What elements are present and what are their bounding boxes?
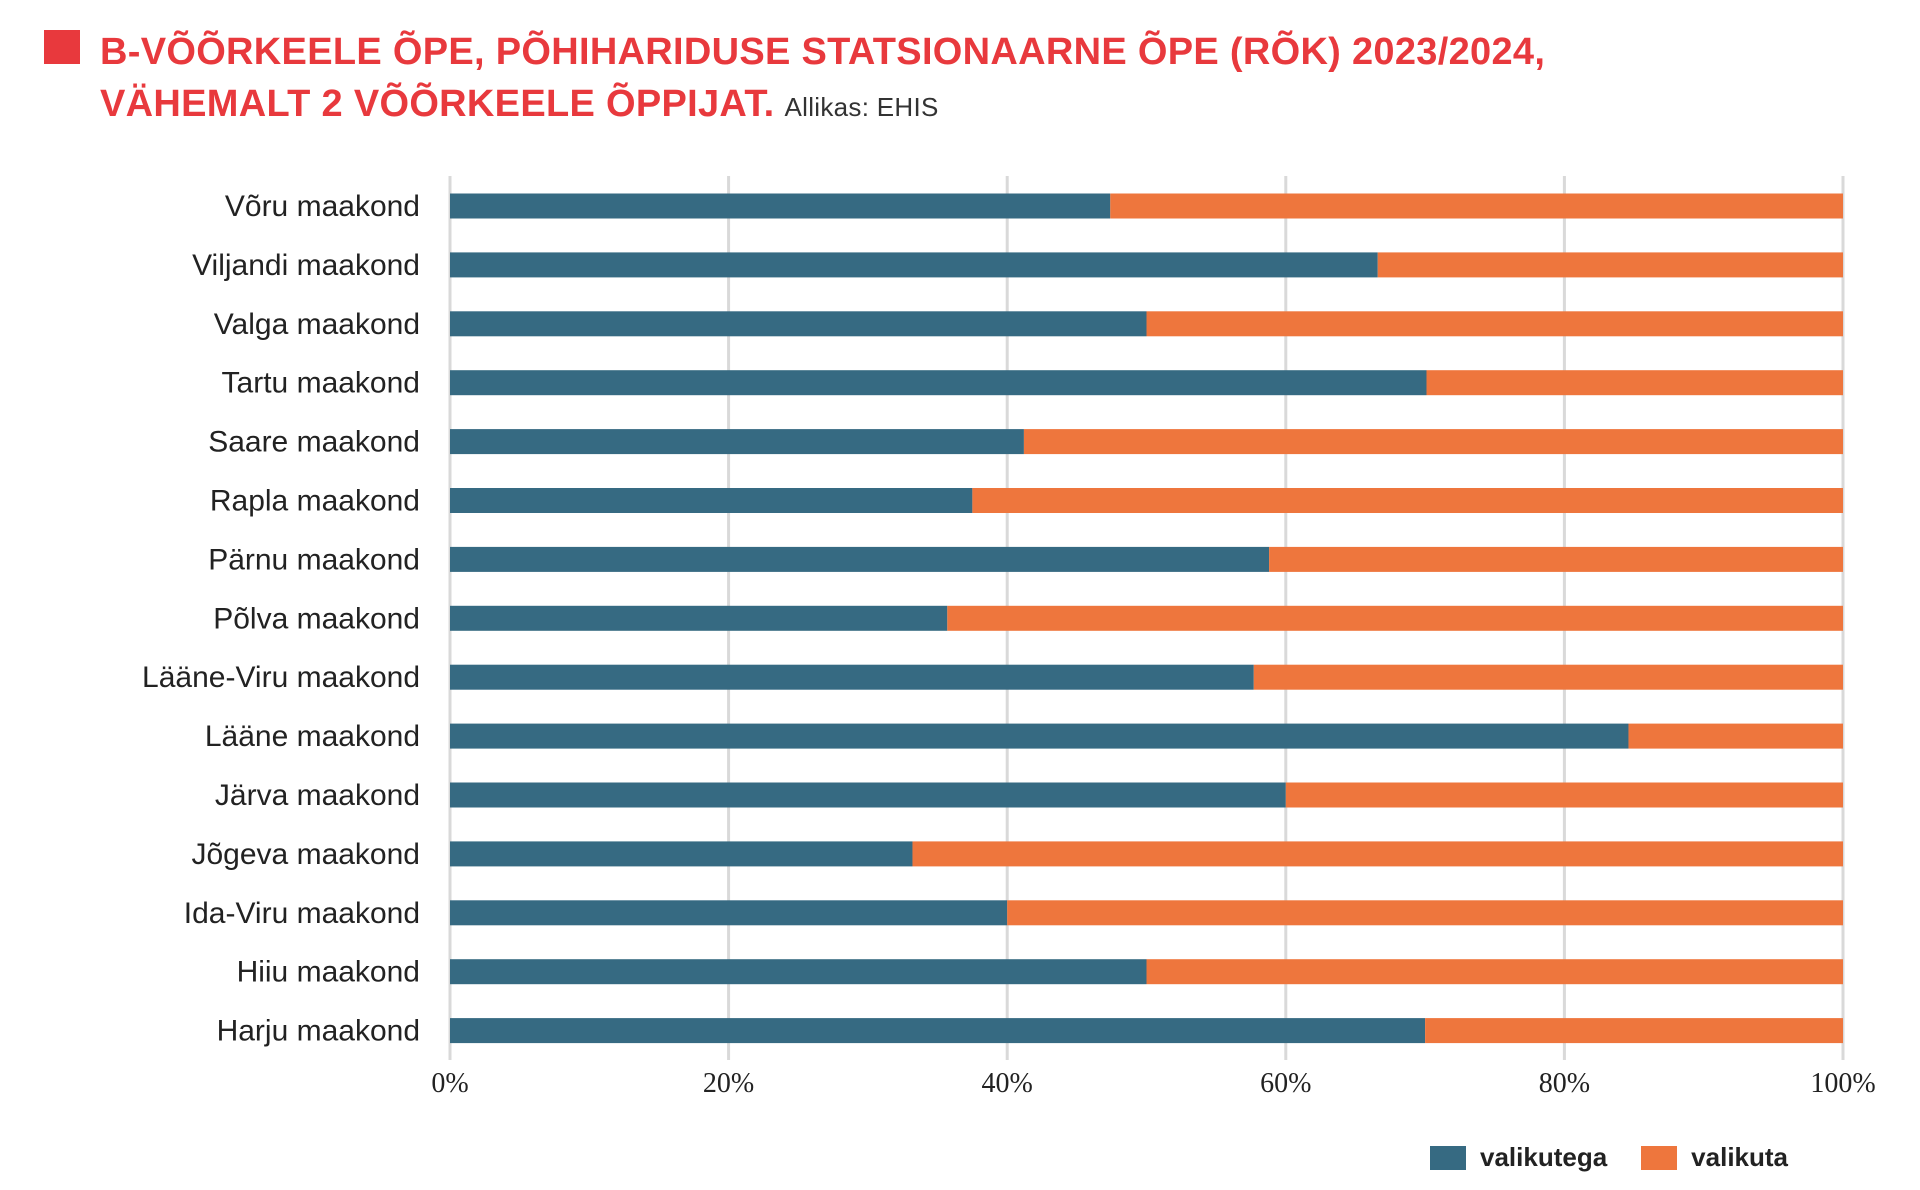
category-label: Pärnu maakond: [208, 543, 420, 576]
x-tick-label: 60%: [1260, 1068, 1311, 1099]
bar-valikutega: [450, 782, 1286, 808]
bar-valikuta: [1110, 193, 1843, 219]
bar-valikutega: [450, 1018, 1426, 1044]
bar-valikutega: [450, 252, 1378, 278]
bar-valikutega: [450, 546, 1270, 572]
legend-swatch: [1430, 1145, 1466, 1170]
title-line-2: VÄHEMALT 2 VÕÕRKEELE ÕPPIJAT.: [100, 83, 775, 125]
bar-valikuta: [972, 488, 1843, 513]
x-tick-label: 40%: [982, 1068, 1033, 1099]
bar-valikutega: [450, 311, 1147, 337]
title-marker: [44, 30, 80, 64]
bar-valikutega: [450, 193, 1111, 219]
category-label: Viljandi maakond: [192, 249, 420, 282]
title-line-1: B-VÕÕRKEELE ÕPE, PÕHIHARIDUSE STATSIONAA…: [100, 31, 1546, 73]
bar-valikuta: [1146, 311, 1843, 337]
bar-valikuta: [1377, 252, 1843, 278]
legend-swatch: [1641, 1145, 1678, 1170]
bar-valikutega: [450, 841, 913, 867]
chart-title: B-VÕÕRKEELE ÕPE, PÕHIHARIDUSE STATSIONAA…: [100, 26, 1545, 133]
source-note: Allikas: EHIS: [784, 92, 939, 122]
legend-label: valikuta: [1691, 1142, 1788, 1172]
bar-valikuta: [947, 605, 1843, 631]
bar-valikutega: [450, 605, 948, 631]
category-label: Lääne-Viru maakond: [142, 661, 420, 694]
legend: valikutega valikuta: [1430, 1142, 1822, 1173]
bar-valikuta: [1426, 370, 1843, 396]
bar-valikuta: [912, 841, 1843, 867]
category-label: Tartu maakond: [222, 367, 420, 400]
bar-valikutega: [450, 959, 1147, 985]
category-label: Lääne maakond: [205, 720, 420, 753]
bar-valikuta: [1007, 900, 1843, 926]
category-label: Harju maakond: [217, 1015, 420, 1048]
x-tick-label: 0%: [431, 1068, 468, 1099]
legend-item-valikuta: valikuta: [1641, 1142, 1788, 1173]
category-label: Ida-Viru maakond: [184, 897, 420, 930]
bar-valikutega: [450, 370, 1427, 396]
legend-item-valikutega: valikutega: [1430, 1142, 1607, 1173]
bar-valikuta: [1146, 959, 1843, 985]
bar-valikutega: [450, 664, 1254, 690]
category-label: Järva maakond: [215, 779, 420, 812]
x-tick-label: 20%: [703, 1068, 754, 1099]
bar-valikutega: [450, 488, 973, 513]
x-tick-label: 80%: [1539, 1068, 1590, 1099]
category-label: Hiiu maakond: [237, 956, 420, 989]
bar-valikutega: [450, 723, 1629, 749]
bar-valikuta: [1269, 546, 1843, 572]
bar-valikuta: [1285, 782, 1843, 808]
category-label: Võru maakond: [225, 190, 420, 223]
category-label: Saare maakond: [208, 426, 420, 459]
bar-valikuta: [1628, 723, 1843, 749]
category-label: Jõgeva maakond: [192, 838, 421, 871]
category-label: Põlva maakond: [213, 602, 420, 635]
category-label: Valga maakond: [214, 308, 420, 341]
legend-label: valikutega: [1480, 1142, 1608, 1172]
bar-valikutega: [450, 429, 1024, 455]
x-tick-label: 100%: [1810, 1068, 1875, 1099]
category-label: Rapla maakond: [210, 485, 420, 518]
bar-valikutega: [450, 900, 1008, 926]
bar-valikuta: [1425, 1018, 1843, 1044]
bar-valikuta: [1023, 429, 1843, 455]
bar-valikuta: [1253, 664, 1843, 690]
